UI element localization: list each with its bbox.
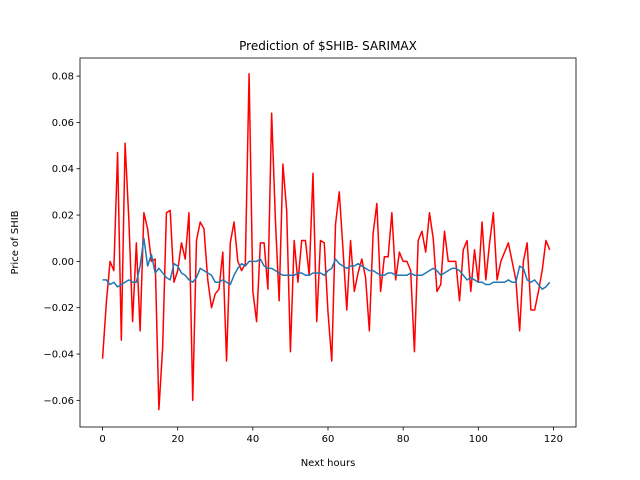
chart-title: Prediction of $SHIB- SARIMAX bbox=[239, 39, 417, 53]
x-tick-label: 80 bbox=[397, 434, 410, 445]
x-axis: 0 20 40 60 80 100 120 bbox=[99, 427, 563, 445]
y-tick-label: 0.04 bbox=[52, 164, 74, 175]
y-tick-label: 0.00 bbox=[52, 257, 74, 268]
x-tick-label: 100 bbox=[469, 434, 488, 445]
x-tick-label: 0 bbox=[99, 434, 105, 445]
x-tick-label: 60 bbox=[322, 434, 335, 445]
x-tick-label: 120 bbox=[544, 434, 563, 445]
y-tick-label: −0.04 bbox=[43, 350, 74, 361]
series-line-2 bbox=[102, 237, 551, 290]
x-axis-label: Next hours bbox=[301, 458, 356, 469]
y-tick-label: −0.02 bbox=[43, 303, 74, 314]
y-tick-label: 0.06 bbox=[52, 118, 74, 129]
y-tick-label: 0.08 bbox=[52, 72, 74, 83]
series-line-1 bbox=[101, 73, 551, 411]
x-tick-label: 20 bbox=[171, 434, 184, 445]
axes-frame bbox=[79, 57, 577, 428]
plot-area bbox=[101, 73, 551, 411]
x-tick-label: 40 bbox=[246, 434, 259, 445]
y-axis-label: Price of SHIB bbox=[10, 210, 21, 274]
y-tick-label: 0.02 bbox=[52, 211, 74, 222]
y-tick-label: −0.06 bbox=[43, 396, 74, 407]
y-axis: −0.06 −0.04 −0.02 0.00 0.02 0.04 0.06 0.08 bbox=[43, 72, 80, 407]
